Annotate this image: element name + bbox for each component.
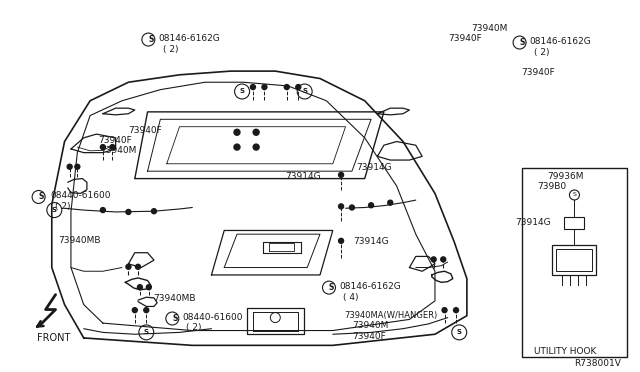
Text: S: S — [573, 192, 577, 198]
Text: 73940F: 73940F — [448, 33, 481, 42]
Bar — [564, 217, 584, 229]
Text: 73940F: 73940F — [522, 68, 556, 77]
Text: ( 2): ( 2) — [534, 48, 549, 57]
Circle shape — [132, 308, 138, 312]
Text: FRONT: FRONT — [36, 333, 70, 343]
Text: ( 2): ( 2) — [186, 324, 202, 333]
Bar — [557, 249, 593, 271]
Circle shape — [442, 308, 447, 312]
Circle shape — [339, 172, 344, 177]
Text: 73940MA(W/HANGER): 73940MA(W/HANGER) — [344, 311, 437, 320]
Circle shape — [349, 205, 355, 210]
Text: S: S — [520, 38, 525, 46]
Circle shape — [138, 285, 143, 290]
Text: S: S — [302, 89, 307, 94]
Circle shape — [67, 164, 72, 169]
Bar — [552, 245, 596, 275]
Circle shape — [234, 129, 240, 135]
Circle shape — [262, 84, 267, 90]
Text: 73940M: 73940M — [100, 146, 137, 155]
Text: S: S — [38, 192, 44, 201]
Text: 73940MB: 73940MB — [59, 236, 101, 245]
Circle shape — [126, 264, 131, 269]
Circle shape — [144, 308, 148, 312]
Text: 73940MB: 73940MB — [154, 294, 196, 302]
Text: 79936M: 79936M — [547, 172, 584, 181]
Text: 73914G: 73914G — [285, 172, 321, 181]
Text: 73914G: 73914G — [356, 163, 392, 172]
Text: 73940F: 73940F — [352, 333, 386, 341]
Text: R738001V: R738001V — [575, 359, 621, 368]
Text: 73940M: 73940M — [352, 321, 388, 330]
Bar — [522, 168, 627, 357]
Text: 73940M: 73940M — [472, 23, 508, 33]
Text: S: S — [172, 314, 178, 323]
Text: S: S — [239, 89, 244, 94]
Text: ( 4): ( 4) — [343, 293, 358, 302]
Circle shape — [431, 257, 436, 262]
Text: ( 2): ( 2) — [54, 202, 70, 211]
Circle shape — [339, 238, 344, 243]
Circle shape — [147, 285, 151, 290]
Text: 08146-6162G: 08146-6162G — [529, 36, 591, 45]
Circle shape — [126, 209, 131, 214]
Text: ( 2): ( 2) — [163, 45, 179, 54]
Text: 73914G: 73914G — [516, 218, 551, 227]
Circle shape — [454, 308, 458, 312]
Circle shape — [339, 204, 344, 209]
Circle shape — [284, 84, 289, 90]
Circle shape — [100, 208, 106, 212]
Circle shape — [441, 257, 445, 262]
Text: S: S — [148, 35, 154, 44]
Text: S: S — [52, 207, 57, 213]
Circle shape — [253, 129, 259, 135]
Text: 73940F: 73940F — [99, 136, 132, 145]
Text: S: S — [457, 329, 461, 336]
Text: 08146-6162G: 08146-6162G — [158, 33, 220, 42]
Circle shape — [388, 200, 393, 205]
Circle shape — [253, 144, 259, 150]
Circle shape — [152, 209, 156, 214]
Text: 73940F: 73940F — [129, 126, 162, 135]
Circle shape — [75, 164, 80, 169]
Circle shape — [136, 264, 141, 269]
Text: S: S — [144, 329, 148, 336]
Text: 08440-61600: 08440-61600 — [51, 191, 111, 200]
Circle shape — [110, 145, 115, 150]
Circle shape — [296, 84, 301, 90]
Circle shape — [234, 144, 240, 150]
Circle shape — [250, 84, 255, 90]
Text: 08440-61600: 08440-61600 — [182, 312, 243, 321]
Text: 08146-6162G: 08146-6162G — [339, 282, 401, 291]
Text: 73914G: 73914G — [353, 237, 388, 246]
Circle shape — [100, 145, 106, 150]
Text: S: S — [329, 283, 334, 292]
Text: UTILITY HOOK: UTILITY HOOK — [534, 347, 596, 356]
Text: 739B0: 739B0 — [538, 182, 566, 191]
Circle shape — [369, 203, 374, 208]
